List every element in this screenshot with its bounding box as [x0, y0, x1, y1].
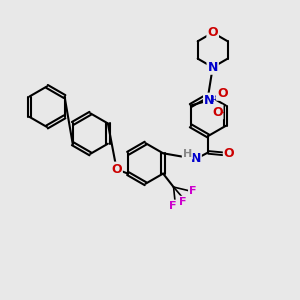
- Text: N: N: [204, 94, 214, 106]
- Text: +: +: [209, 95, 216, 104]
- Text: O: O: [212, 106, 223, 118]
- Text: O: O: [224, 147, 234, 161]
- Text: O: O: [217, 87, 228, 100]
- Text: O: O: [111, 163, 122, 176]
- Text: O: O: [207, 26, 218, 39]
- Text: N: N: [208, 61, 218, 74]
- Text: F: F: [169, 200, 176, 211]
- Text: F: F: [189, 186, 196, 196]
- Text: N: N: [190, 152, 201, 166]
- Text: H: H: [183, 148, 192, 159]
- Text: F: F: [179, 197, 186, 207]
- Text: -: -: [220, 107, 224, 117]
